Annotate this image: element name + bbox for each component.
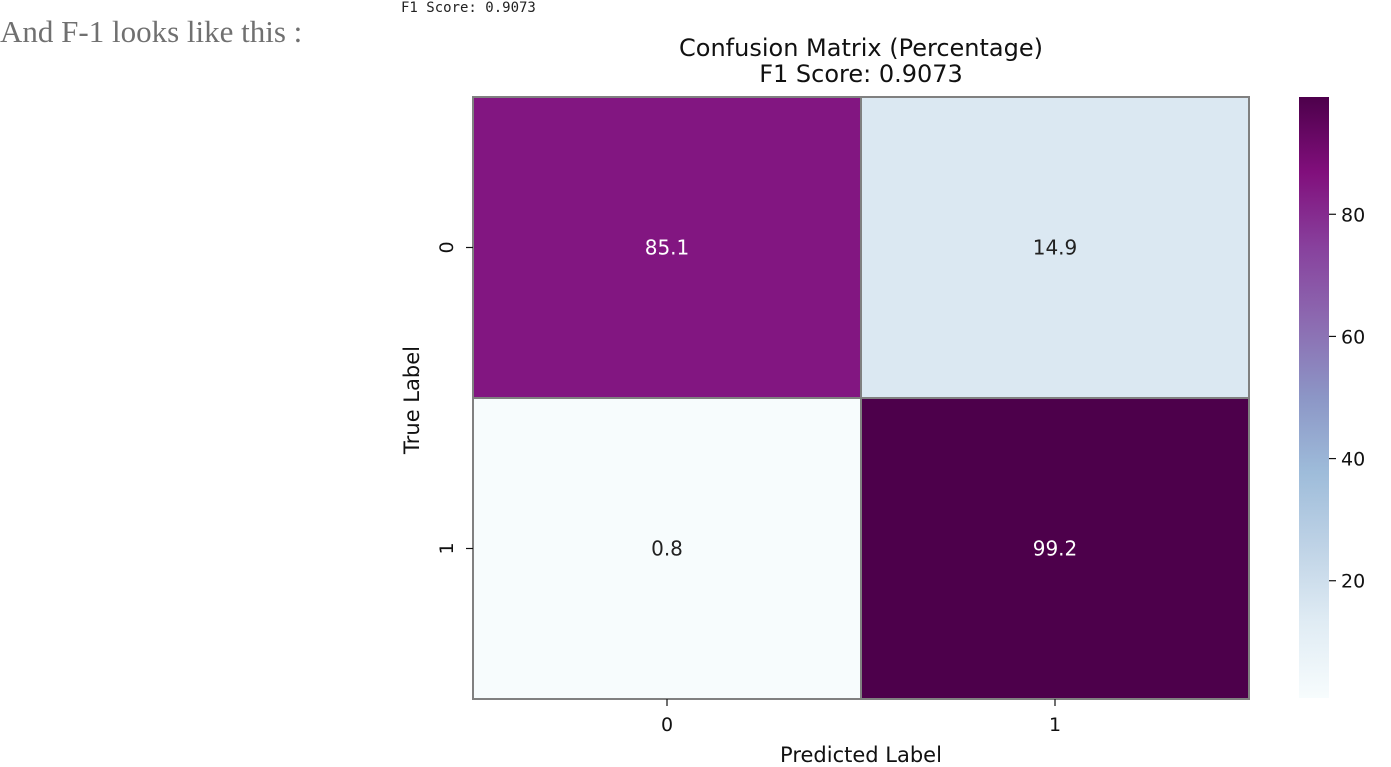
colorbar-tick-label: 60 bbox=[1341, 326, 1365, 348]
heatmap-cell-label: 14.9 bbox=[1033, 236, 1078, 260]
plot-frame bbox=[472, 96, 1250, 700]
colorbar-tick-label: 80 bbox=[1341, 204, 1365, 226]
heatmap-value-labels: 85.1 14.9 0.8 99.2 bbox=[645, 236, 1078, 561]
colorbar-tick-label: 20 bbox=[1341, 571, 1365, 593]
intro-text: And F-1 looks like this : bbox=[0, 14, 303, 49]
x-tick-label: 0 bbox=[661, 714, 673, 736]
x-axis-label: Predicted Label bbox=[780, 743, 942, 767]
chart-title: Confusion Matrix (Percentage) bbox=[679, 34, 1043, 62]
y-axis-ticks: 01 bbox=[436, 241, 473, 555]
y-axis-label: True Label bbox=[400, 346, 424, 455]
heatmap-cell-label: 99.2 bbox=[1033, 537, 1078, 561]
chart-subtitle: F1 Score: 0.9073 bbox=[759, 60, 963, 88]
y-tick-label: 1 bbox=[436, 542, 458, 554]
x-tick-label: 1 bbox=[1049, 714, 1061, 736]
colorbar bbox=[1299, 97, 1329, 698]
y-tick-label: 0 bbox=[436, 241, 458, 253]
heatmap-cell-label: 85.1 bbox=[645, 236, 690, 260]
colorbar-ticks: 20 40 60 80 bbox=[1329, 204, 1365, 593]
heatmap-cell-0-0 bbox=[472, 96, 862, 399]
console-output: F1 Score: 0.9073 bbox=[401, 0, 536, 16]
heatmap-cells bbox=[472, 96, 1250, 700]
heatmap-cell-label: 0.8 bbox=[651, 537, 683, 561]
colorbar-tick-label: 40 bbox=[1341, 449, 1365, 471]
heatmap-cell-1-0 bbox=[472, 397, 862, 700]
